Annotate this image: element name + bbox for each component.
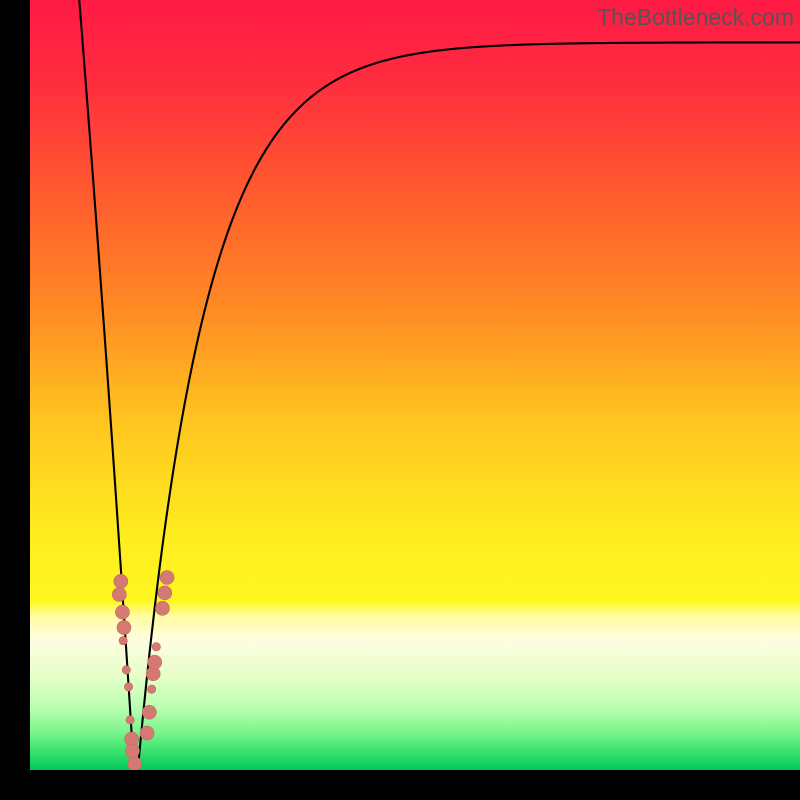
data-point <box>112 587 126 601</box>
chart-frame: TheBottleneck.com <box>0 0 800 800</box>
data-point <box>155 601 169 615</box>
data-point <box>115 605 129 619</box>
chart-svg <box>30 0 800 770</box>
data-point <box>122 666 130 674</box>
data-point <box>128 757 142 770</box>
watermark-text: TheBottleneck.com <box>597 4 794 31</box>
data-point <box>117 621 131 635</box>
plot-area: TheBottleneck.com <box>30 0 800 770</box>
data-point <box>126 716 134 724</box>
data-point <box>114 574 128 588</box>
data-point <box>119 636 127 644</box>
data-point <box>140 726 154 740</box>
data-point <box>160 571 174 585</box>
data-point <box>142 705 156 719</box>
gradient-background <box>30 0 800 770</box>
data-point <box>124 683 132 691</box>
data-point <box>152 643 160 651</box>
data-point <box>125 744 139 758</box>
data-point <box>147 685 155 693</box>
data-point <box>158 586 172 600</box>
data-point <box>148 655 162 669</box>
